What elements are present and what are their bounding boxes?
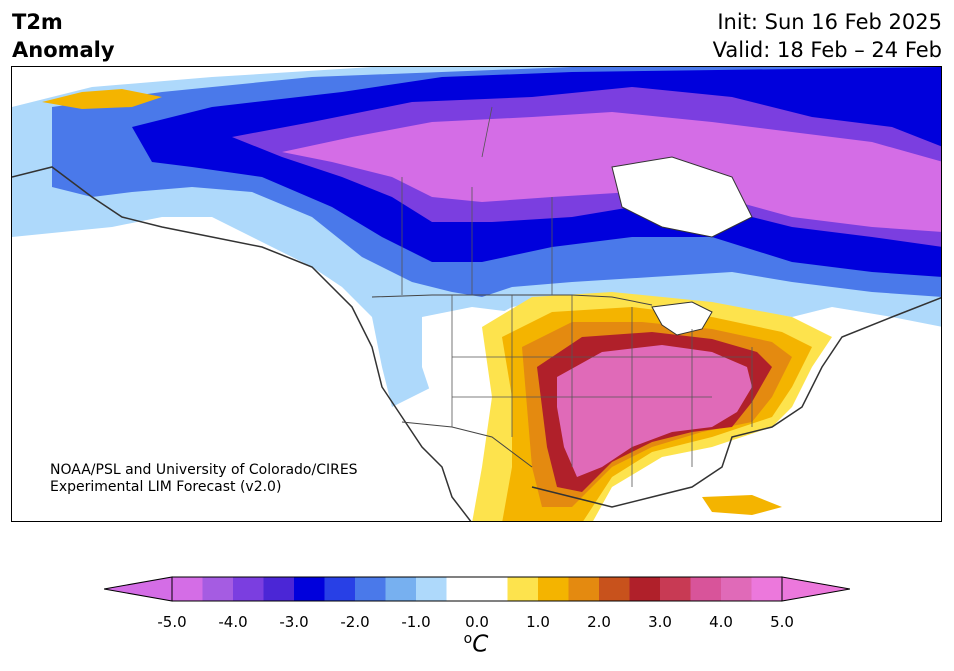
valid-date: Valid: 18 Feb – 24 Feb — [712, 38, 942, 62]
colorbar-tick-label: 0.0 — [465, 613, 489, 631]
forecast-dates: Init: Sun 16 Feb 2025 Valid: 18 Feb – 24… — [713, 8, 942, 64]
unit-base: C — [472, 631, 489, 658]
colorbar-swatch — [751, 577, 783, 601]
colorbar-tick-label: -4.0 — [218, 613, 248, 631]
colorbar-swatch — [538, 577, 569, 601]
colorbar-tick-label: -2.0 — [340, 613, 370, 631]
colorbar-tick-label: -5.0 — [157, 613, 187, 631]
us-mexico-border — [401, 421, 533, 468]
colorbar-svg — [103, 576, 851, 602]
warm-anomaly-core — [557, 345, 752, 477]
colorbar-swatch — [263, 577, 295, 601]
colorbar-frame — [171, 576, 783, 602]
colorbar — [103, 576, 851, 610]
colorbar-swatch — [202, 577, 234, 601]
credit-line-1: NOAA/PSL and University of Colorado/CIRE… — [50, 462, 358, 478]
colorbar-swatch — [477, 577, 508, 601]
colorbar-swatch — [690, 577, 722, 601]
credit-line-2: Experimental LIM Forecast (v2.0) — [50, 479, 282, 495]
map-canvas — [12, 67, 941, 521]
colorbar-swatch — [233, 577, 264, 601]
us-canada-border — [371, 294, 653, 306]
colorbar-tick-label: -1.0 — [401, 613, 431, 631]
anomaly-map: NOAA/PSL and University of Colorado/CIRE… — [11, 66, 942, 522]
colorbar-extend-low — [103, 576, 173, 602]
unit-superscript: o — [463, 631, 473, 647]
colorbar-swatch — [416, 577, 447, 601]
colorbar-swatch — [599, 577, 630, 601]
hudson-bay — [611, 156, 753, 238]
great-lakes — [651, 301, 713, 336]
colorbar-tick-label: -3.0 — [279, 613, 309, 631]
colorbar-swatch — [324, 577, 356, 601]
cuba-warm-patch — [702, 495, 782, 515]
init-date: Init: Sun 16 Feb 2025 — [717, 10, 942, 34]
colorbar-extend-high — [781, 576, 851, 602]
colorbar-swatch — [568, 577, 600, 601]
cold-anomaly-core — [282, 112, 941, 232]
colorbar-swatch — [355, 577, 386, 601]
colorbar-swatch — [660, 577, 691, 601]
arctic-warm-patch — [42, 89, 162, 109]
coastline-gulf — [531, 296, 941, 508]
colorbar-tick-label: 2.0 — [587, 613, 611, 631]
credit-text: NOAA/PSL and University of Colorado/CIRE… — [50, 462, 358, 496]
colorbar-tick-label: 1.0 — [526, 613, 550, 631]
title-line-1: T2m — [12, 10, 63, 34]
title-line-2: Anomaly — [12, 38, 115, 62]
colorbar-swatch — [721, 577, 752, 601]
coastline-west — [12, 166, 472, 521]
colorbar-swatch — [507, 577, 539, 601]
colorbar-unit: oC — [464, 631, 489, 658]
colorbar-tick-label: 5.0 — [770, 613, 794, 631]
colorbar-swatch — [446, 577, 478, 601]
colorbar-swatch — [172, 577, 203, 601]
colorbar-tick-label: 4.0 — [709, 613, 733, 631]
colorbar-swatch — [629, 577, 661, 601]
colorbar-swatch — [385, 577, 417, 601]
province-lines — [401, 106, 553, 295]
colorbar-swatch — [294, 577, 325, 601]
state-lines — [451, 295, 753, 487]
colorbar-tick-label: 3.0 — [648, 613, 672, 631]
map-title: T2m Anomaly — [12, 8, 115, 64]
